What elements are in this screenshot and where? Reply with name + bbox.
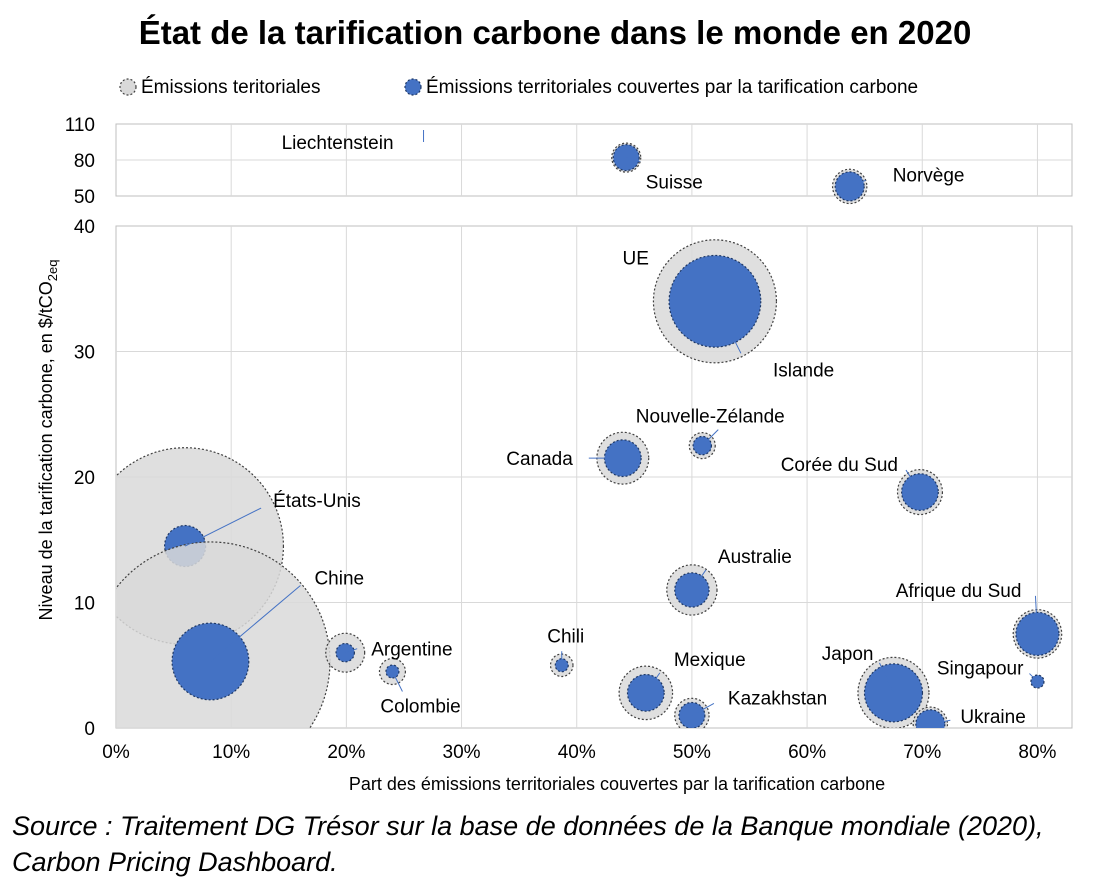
point-label: Mexique: [674, 650, 746, 671]
y-tick-label: 0: [84, 719, 95, 740]
label-leader: [626, 157, 641, 163]
label-leader: [391, 671, 403, 692]
label-leader: [691, 569, 707, 591]
y-tick-label: 40: [74, 217, 95, 238]
label-leader: [184, 507, 262, 547]
x-tick-label: 60%: [788, 742, 826, 763]
label-leader: [930, 719, 951, 725]
point-label: Norvège: [893, 165, 965, 186]
bubbles-upper: [611, 142, 868, 205]
upper-panel: 50 80 110: [65, 115, 1073, 208]
legend: Émissions teritoriales Émissions territo…: [119, 77, 918, 98]
x-tick-label: 40%: [558, 742, 596, 763]
point-labels: Liechtenstein Suisse Norvège UE Islande Nouve…: [273, 133, 1026, 728]
x-tick-label: 80%: [1018, 742, 1056, 763]
point-label: Chine: [314, 568, 364, 589]
y-tick-label: 30: [74, 343, 95, 364]
upper-y-ticks: 50 80 110: [65, 115, 95, 208]
point-label: Islande: [773, 360, 834, 381]
point-label: Singapour: [937, 659, 1024, 680]
y-tick-label: 110: [65, 115, 95, 136]
y-tick-label: 80: [74, 151, 95, 172]
label-leader: [714, 301, 742, 354]
point-label: Canada: [506, 449, 573, 470]
label-leader: [849, 179, 866, 187]
legend-covered-label: Émissions territoriales couvertes par la…: [426, 77, 918, 98]
x-tick-label: 20%: [327, 742, 365, 763]
x-axis-ticks: 0% 10% 20% 30% 40% 50% 60% 70% 80%: [102, 742, 1056, 763]
label-leader: [645, 672, 661, 694]
label-leader: [701, 429, 719, 446]
point-label: Chili: [547, 626, 584, 647]
y-tick-label: 10: [74, 594, 95, 615]
label-leader: [1029, 673, 1038, 682]
point-label: États-Unis: [273, 491, 361, 512]
y-axis-label: Niveau de la tarification carbone, en $/…: [36, 260, 60, 621]
point-label: Australie: [718, 547, 792, 568]
x-tick-label: 10%: [212, 742, 250, 763]
y-axis-label-sub: 2eq: [45, 260, 60, 282]
point-label: Nouvelle-Zélande: [636, 407, 785, 428]
label-leader: [345, 648, 358, 654]
x-tick-label: 70%: [903, 742, 941, 763]
bubble-covered: [668, 254, 762, 348]
label-leader: [210, 585, 301, 662]
point-label: Argentine: [371, 640, 452, 661]
x-axis-label: Part des émissions territoriales couvert…: [349, 774, 885, 794]
legend-total-label: Émissions teritoriales: [141, 77, 321, 98]
label-leader: [879, 662, 894, 694]
label-leader: [691, 703, 715, 716]
point-label: Japon: [822, 644, 874, 665]
y-tick-label: 50: [74, 187, 95, 208]
x-tick-label: 0%: [102, 742, 130, 763]
x-tick-label: 30%: [443, 742, 481, 763]
legend-covered-marker: [404, 78, 422, 96]
label-leaders: [184, 130, 1038, 725]
y-tick-label: 20: [74, 468, 95, 489]
point-label: Corée du Sud: [781, 455, 898, 476]
point-label: Afrique du Sud: [896, 581, 1022, 602]
point-label: UE: [623, 248, 649, 269]
point-label: Ukraine: [960, 707, 1025, 728]
lower-y-ticks: 0 10 20 30 40: [74, 217, 95, 740]
chart-title: État de la tarification carbone dans le …: [138, 14, 972, 51]
label-leader: [905, 469, 921, 493]
y-axis-label-main: Niveau de la tarification carbone, en $/…: [36, 281, 56, 620]
label-leader: [1034, 595, 1038, 634]
point-label: Kazakhstan: [728, 688, 827, 709]
point-label: Suisse: [646, 173, 703, 194]
chart-canvas: Émissions teritoriales Émissions territo…: [36, 77, 1073, 794]
point-label: Colombie: [380, 697, 460, 718]
legend-total-marker: [119, 78, 137, 96]
source-note: Source : Traitement DG Trésor sur la bas…: [12, 811, 1044, 877]
bubbles-lower: [116, 239, 1063, 728]
point-label: Liechtenstein: [282, 133, 394, 154]
bubble-covered: [915, 709, 946, 728]
upper-grid: [116, 124, 1072, 196]
x-tick-label: 50%: [673, 742, 711, 763]
